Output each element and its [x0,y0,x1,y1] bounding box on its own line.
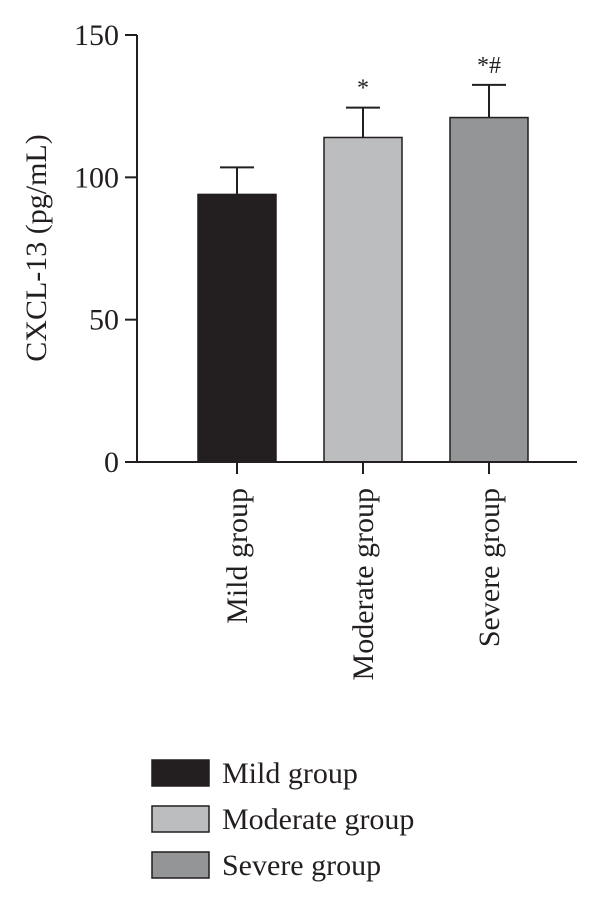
y-tick-label: 150 [74,19,119,52]
y-tick-label: 0 [104,446,119,479]
x-tick-label: Mild group [221,488,254,624]
legend-label: Severe group [222,849,381,882]
legend-label: Mild group [222,757,358,790]
significance-marker: * [357,76,369,102]
bar [449,116,529,463]
legend-swatch [151,759,210,787]
bar [323,136,403,463]
x-tick-label: Severe group [473,488,506,647]
legend-swatch [151,851,210,879]
y-tick-label: 50 [89,304,119,337]
legend-label: Moderate group [222,803,414,836]
y-axis-label: CXCL-13 (pg/mL) [20,134,53,361]
y-axis: 0 50 100 150 [74,19,138,479]
bar [197,193,277,463]
x-axis: Mild group Moderate group Severe group [137,461,577,680]
legend: Mild group Moderate group Severe group [151,757,414,882]
legend-swatch [151,805,210,833]
significance-marker: *# [477,53,501,79]
x-tick-label: Moderate group [347,488,380,680]
bars: * *# [197,53,529,463]
y-tick-label: 100 [74,161,119,194]
